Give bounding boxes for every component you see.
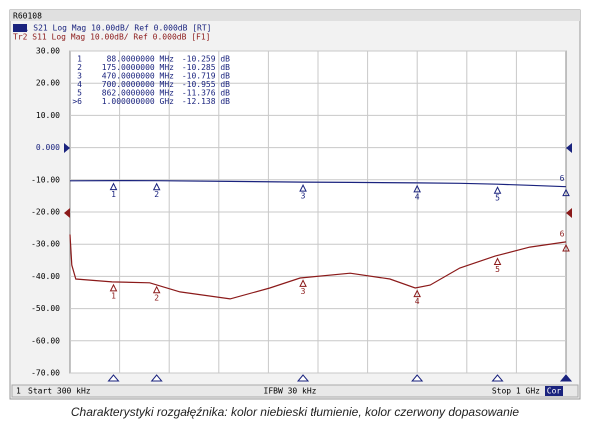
marker-value: -10.259 dB xyxy=(182,55,230,64)
marker-number: 2 xyxy=(77,63,82,72)
marker-frequency: 175.0000000 MHz xyxy=(102,63,174,72)
marker-number: 1 xyxy=(77,55,82,64)
trace-line xyxy=(69,234,567,300)
trace-marker xyxy=(413,289,421,298)
caption: Charakterystyki rozgałęźnika: kolor nieb… xyxy=(71,405,520,419)
trace-marker-label: 3 xyxy=(301,192,306,201)
trace-marker-label: 6 xyxy=(560,229,565,238)
marker-frequency: 470.0000000 MHz xyxy=(102,72,174,81)
status-channel: 1 xyxy=(16,387,21,396)
trace-header: Tr1 S21 Log Mag 10.00dB/ Ref 0.000dB [RT… xyxy=(14,24,211,33)
active-trace-box xyxy=(13,24,27,32)
trace-marker-label: 4 xyxy=(415,297,420,306)
stimulus-marker xyxy=(107,374,120,382)
marker-number: 3 xyxy=(77,72,82,81)
y-tick-label: 20.00 xyxy=(36,79,60,88)
trace-marker-label: 3 xyxy=(301,287,306,296)
y-tick-label: 0.000 xyxy=(36,143,60,152)
status-bar xyxy=(11,384,579,398)
trace-marker xyxy=(413,184,421,193)
stimulus-marker xyxy=(411,374,424,382)
marker-frequency: 862.0000000 MHz xyxy=(102,89,174,98)
status-cor: Cor xyxy=(547,387,562,396)
trace-marker xyxy=(109,182,118,191)
marker-number: 4 xyxy=(77,80,82,89)
stimulus-marker xyxy=(296,374,310,382)
trace-marker xyxy=(299,279,307,287)
window-title: R60108 xyxy=(13,12,42,21)
marker-value: -12.138 dB xyxy=(182,97,230,106)
ref-indicator xyxy=(64,208,70,218)
y-tick-label: -30.00 xyxy=(31,240,60,249)
marker-frequency: 1.000000000 GHz xyxy=(102,97,174,106)
y-tick-label: 10.00 xyxy=(36,111,60,120)
trace-marker-label: 1 xyxy=(111,291,116,300)
y-tick-label: -70.00 xyxy=(31,369,60,378)
trace-marker-label: 6 xyxy=(560,174,565,183)
trace-line xyxy=(69,179,567,188)
marker-frequency: 700.0000000 MHz xyxy=(102,80,174,89)
y-tick-label: -60.00 xyxy=(31,336,60,345)
trace-marker-label: 5 xyxy=(495,265,500,274)
status-ifbw: IFBW 30 kHz xyxy=(264,387,317,396)
trace-marker xyxy=(152,182,161,191)
marker-number: >6 xyxy=(72,97,82,106)
trace-marker-label: 1 xyxy=(111,190,116,199)
ref-indicator xyxy=(64,143,70,153)
trace-marker-label: 2 xyxy=(154,190,159,199)
marker-value: -10.955 dB xyxy=(182,80,230,89)
y-tick-label: -50.00 xyxy=(31,304,60,313)
trace-marker xyxy=(562,188,570,197)
ref-indicator xyxy=(566,208,572,218)
marker-frequency: 88.0000000 MHz xyxy=(107,55,175,64)
ref-indicator xyxy=(566,143,572,153)
trace-marker-label: 2 xyxy=(154,293,159,302)
trace-marker xyxy=(109,283,118,292)
marker-value: -11.376 dB xyxy=(182,89,230,98)
status-stop: Stop 1 GHz xyxy=(492,387,540,396)
trace-marker-label: 4 xyxy=(415,192,420,201)
stimulus-marker xyxy=(559,374,573,382)
trace-marker xyxy=(493,186,502,194)
marker-value: -10.285 dB xyxy=(182,63,230,72)
cor-box xyxy=(545,386,563,396)
y-tick-label: -20.00 xyxy=(31,208,60,217)
title-bar xyxy=(10,10,580,21)
y-tick-label: -40.00 xyxy=(31,272,60,281)
trace-marker xyxy=(152,285,161,294)
stimulus-marker xyxy=(150,374,163,382)
trace-marker-label: 5 xyxy=(495,194,500,203)
trace-header: Tr2 S11 Log Mag 10.00dB/ Ref 0.000dB [F1… xyxy=(13,33,210,42)
marker-value: -10.719 dB xyxy=(182,72,230,81)
trace-marker xyxy=(493,257,502,265)
trace-marker xyxy=(562,243,570,252)
status-start: Start 300 kHz xyxy=(28,387,91,396)
y-tick-label: 30.00 xyxy=(36,47,60,56)
trace-marker xyxy=(299,183,307,192)
y-tick-label: -10.00 xyxy=(31,175,60,184)
stimulus-marker xyxy=(491,374,504,382)
marker-number: 5 xyxy=(77,89,82,98)
